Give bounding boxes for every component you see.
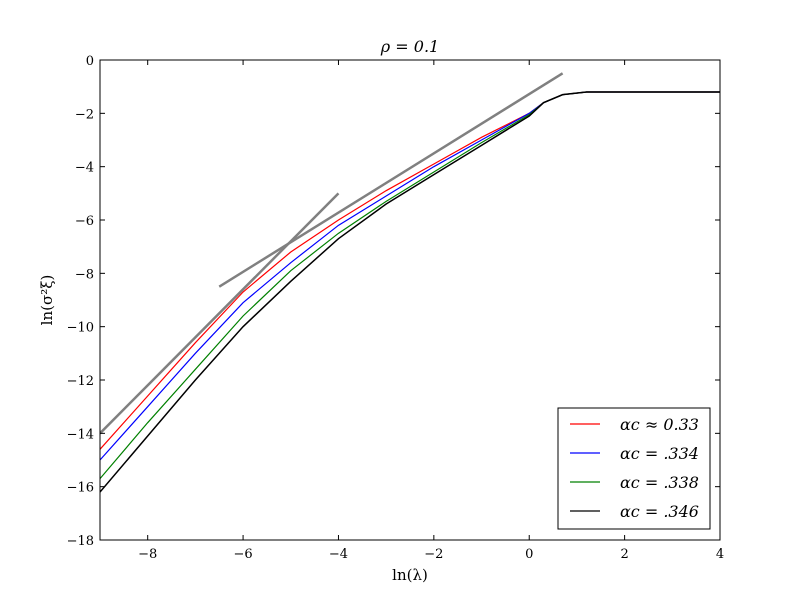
reference-line-1	[100, 192, 340, 435]
y-tick-label: −12	[67, 374, 94, 389]
y-tick-label: −2	[75, 107, 94, 122]
legend-entries: αc ≈ 0.33 αc = .334 αc = .338 αc = .346	[570, 415, 699, 521]
y-tick-label: −4	[75, 161, 94, 176]
x-tick-label: −6	[233, 547, 252, 562]
y-tick-label: −8	[75, 267, 94, 282]
y-tick-label: −6	[75, 214, 94, 229]
series-lines	[100, 91, 720, 493]
y-tick-label: −18	[67, 534, 94, 549]
plot-area	[100, 72, 720, 493]
x-tick-label: 4	[716, 547, 724, 562]
x-tick-label: −2	[424, 547, 443, 562]
y-tick-label: −10	[67, 321, 94, 336]
y-axis-ticks: 0 −2 −4 −6 −8 −10 −12 −14 −16 −18	[67, 54, 720, 549]
series-line-4	[100, 91, 720, 493]
legend-label-2: αc = .334	[620, 444, 699, 463]
x-tick-label: 0	[525, 547, 533, 562]
x-tick-label: −8	[138, 547, 157, 562]
y-axis-label: ln(σ²ξ)	[38, 275, 56, 326]
y-tick-label: −14	[67, 427, 94, 442]
x-axis-ticks: −8 −6 −4 −2 0 2 4	[138, 60, 724, 562]
chart-title: ρ = 0.1	[380, 37, 439, 56]
legend-box	[557, 407, 711, 530]
y-tick-label: 0	[86, 54, 94, 69]
reference-lines	[100, 72, 564, 435]
legend: αc ≈ 0.33 αc = .334 αc = .338 αc = .346	[557, 407, 711, 530]
x-tick-label: −4	[329, 547, 348, 562]
x-tick-label: 2	[620, 547, 628, 562]
legend-label-4: αc = .346	[620, 502, 699, 521]
y-tick-label: −16	[67, 481, 94, 496]
axes-frame	[99, 59, 721, 541]
legend-label-3: αc = .338	[620, 473, 699, 492]
legend-label-1: αc ≈ 0.33	[620, 415, 699, 434]
x-axis-label: ln(λ)	[392, 566, 428, 584]
reference-line-2	[218, 72, 564, 288]
